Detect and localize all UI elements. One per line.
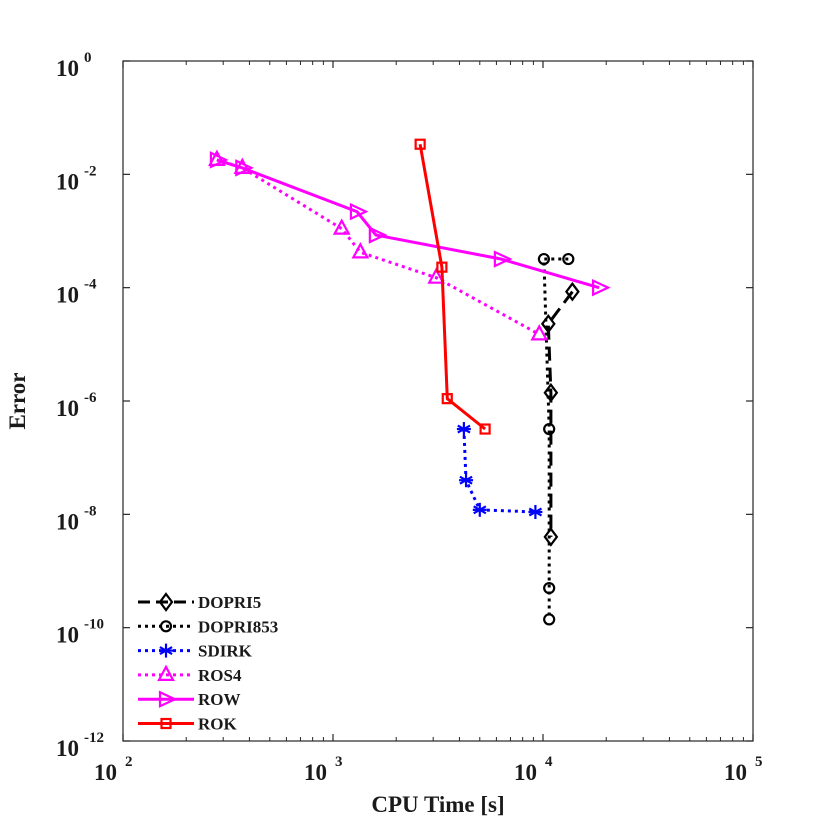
legend-marker-row (158, 690, 178, 708)
x-tick-label: 10 (94, 760, 117, 785)
data-point-sdirk (472, 502, 487, 517)
data-point-ros4 (427, 267, 446, 284)
data-point-row (592, 278, 611, 297)
data-point-row (493, 250, 513, 268)
plot-area-frame (122, 60, 754, 742)
y-tick-label: 10 (56, 169, 79, 194)
y-tick-label: 10 (56, 736, 79, 761)
data-point-ros4 (351, 242, 370, 259)
data-point-sdirk (459, 473, 474, 488)
data-point-rok (414, 138, 426, 150)
data-point-dopri853 (543, 581, 556, 595)
legend-item-dopri5: DOPRI5 (138, 592, 261, 612)
legend-item-row: ROW (138, 690, 241, 709)
legend-label-rok: ROK (198, 715, 238, 734)
data-point-rok (436, 261, 448, 273)
data-point-rok (479, 423, 491, 435)
legend-marker-dopri5 (158, 592, 174, 612)
y-axis-label: Error (5, 372, 30, 429)
y-tick-exponent: -10 (84, 617, 104, 633)
y-tick-exponent: -4 (84, 277, 97, 293)
y-tick-label: 10 (56, 509, 79, 534)
data-point-sdirk (456, 422, 471, 437)
x-tick-label: 10 (724, 760, 747, 785)
data-point-ros4 (332, 218, 351, 235)
series-line-dopri853 (542, 257, 569, 620)
legend-marker-ros4 (157, 664, 175, 682)
legend-item-rok: ROK (138, 715, 238, 734)
legend-label-dopri853: DOPRI853 (198, 617, 278, 636)
legend-label-dopri5: DOPRI5 (198, 593, 261, 612)
data-point-dopri853 (543, 422, 556, 436)
x-tick-label: 10 (304, 760, 327, 785)
legend-label-ros4: ROS4 (198, 666, 242, 685)
x-tick-label: 10 (514, 760, 537, 785)
data-point-row (368, 226, 388, 244)
series-dopri853 (537, 252, 575, 626)
y-tick-exponent: 0 (84, 50, 92, 66)
series-row (209, 151, 611, 297)
legend-marker-sdirk (159, 643, 173, 658)
data-point-dopri853 (562, 252, 575, 266)
axes-layer: 10 2 10 3 10 4 10 5 10 0 10 -2 10 -4 10 -6 10 -8 10 -10 10 -1… (56, 50, 763, 785)
data-point-row (209, 151, 229, 169)
legend-marker-rok (160, 717, 172, 730)
data-point-dopri5 (564, 281, 580, 302)
legend-item-sdirk: SDIRK (138, 642, 253, 661)
x-tick-exponent: 3 (335, 754, 343, 770)
x-tick-exponent: 4 (545, 754, 553, 770)
y-tick-label: 10 (56, 283, 79, 308)
y-tick-exponent: -8 (84, 503, 97, 519)
series-layer (208, 138, 611, 626)
y-tick-label: 10 (56, 396, 79, 421)
data-point-ros4 (530, 324, 549, 341)
y-tick-exponent: -6 (84, 390, 97, 406)
x-axis-label: CPU Time [s] (371, 792, 504, 817)
legend-item-dopri853: DOPRI853 (138, 617, 278, 636)
x-tick-exponent: 5 (755, 754, 763, 770)
legend-marker-dopri853 (159, 620, 173, 633)
series-sdirk (456, 422, 543, 519)
series-line-row (216, 158, 600, 290)
legend-label-row: ROW (198, 690, 241, 709)
series-line-dopri5 (546, 290, 574, 537)
legend: DOPRI5 DOPRI853 SDIRK ROS4 ROW ROK (138, 592, 278, 734)
x-tick-exponent: 2 (125, 754, 133, 770)
legend-label-sdirk: SDIRK (198, 642, 253, 661)
data-point-row (235, 159, 254, 177)
data-point-sdirk (528, 504, 543, 519)
legend-item-ros4: ROS4 (138, 664, 242, 685)
y-tick-exponent: -12 (84, 730, 104, 746)
data-point-dopri853 (537, 252, 551, 266)
series-rok (414, 138, 491, 435)
y-tick-label: 10 (56, 56, 79, 81)
data-point-dopri5 (543, 527, 559, 547)
series-line-rok (418, 143, 487, 431)
y-tick-exponent: -2 (84, 163, 97, 179)
data-point-dopri853 (543, 613, 556, 626)
data-point-rok (441, 393, 453, 405)
y-tick-label: 10 (56, 623, 79, 648)
data-point-dopri5 (540, 314, 556, 334)
data-point-row (349, 202, 369, 221)
series-dopri5 (540, 281, 580, 547)
